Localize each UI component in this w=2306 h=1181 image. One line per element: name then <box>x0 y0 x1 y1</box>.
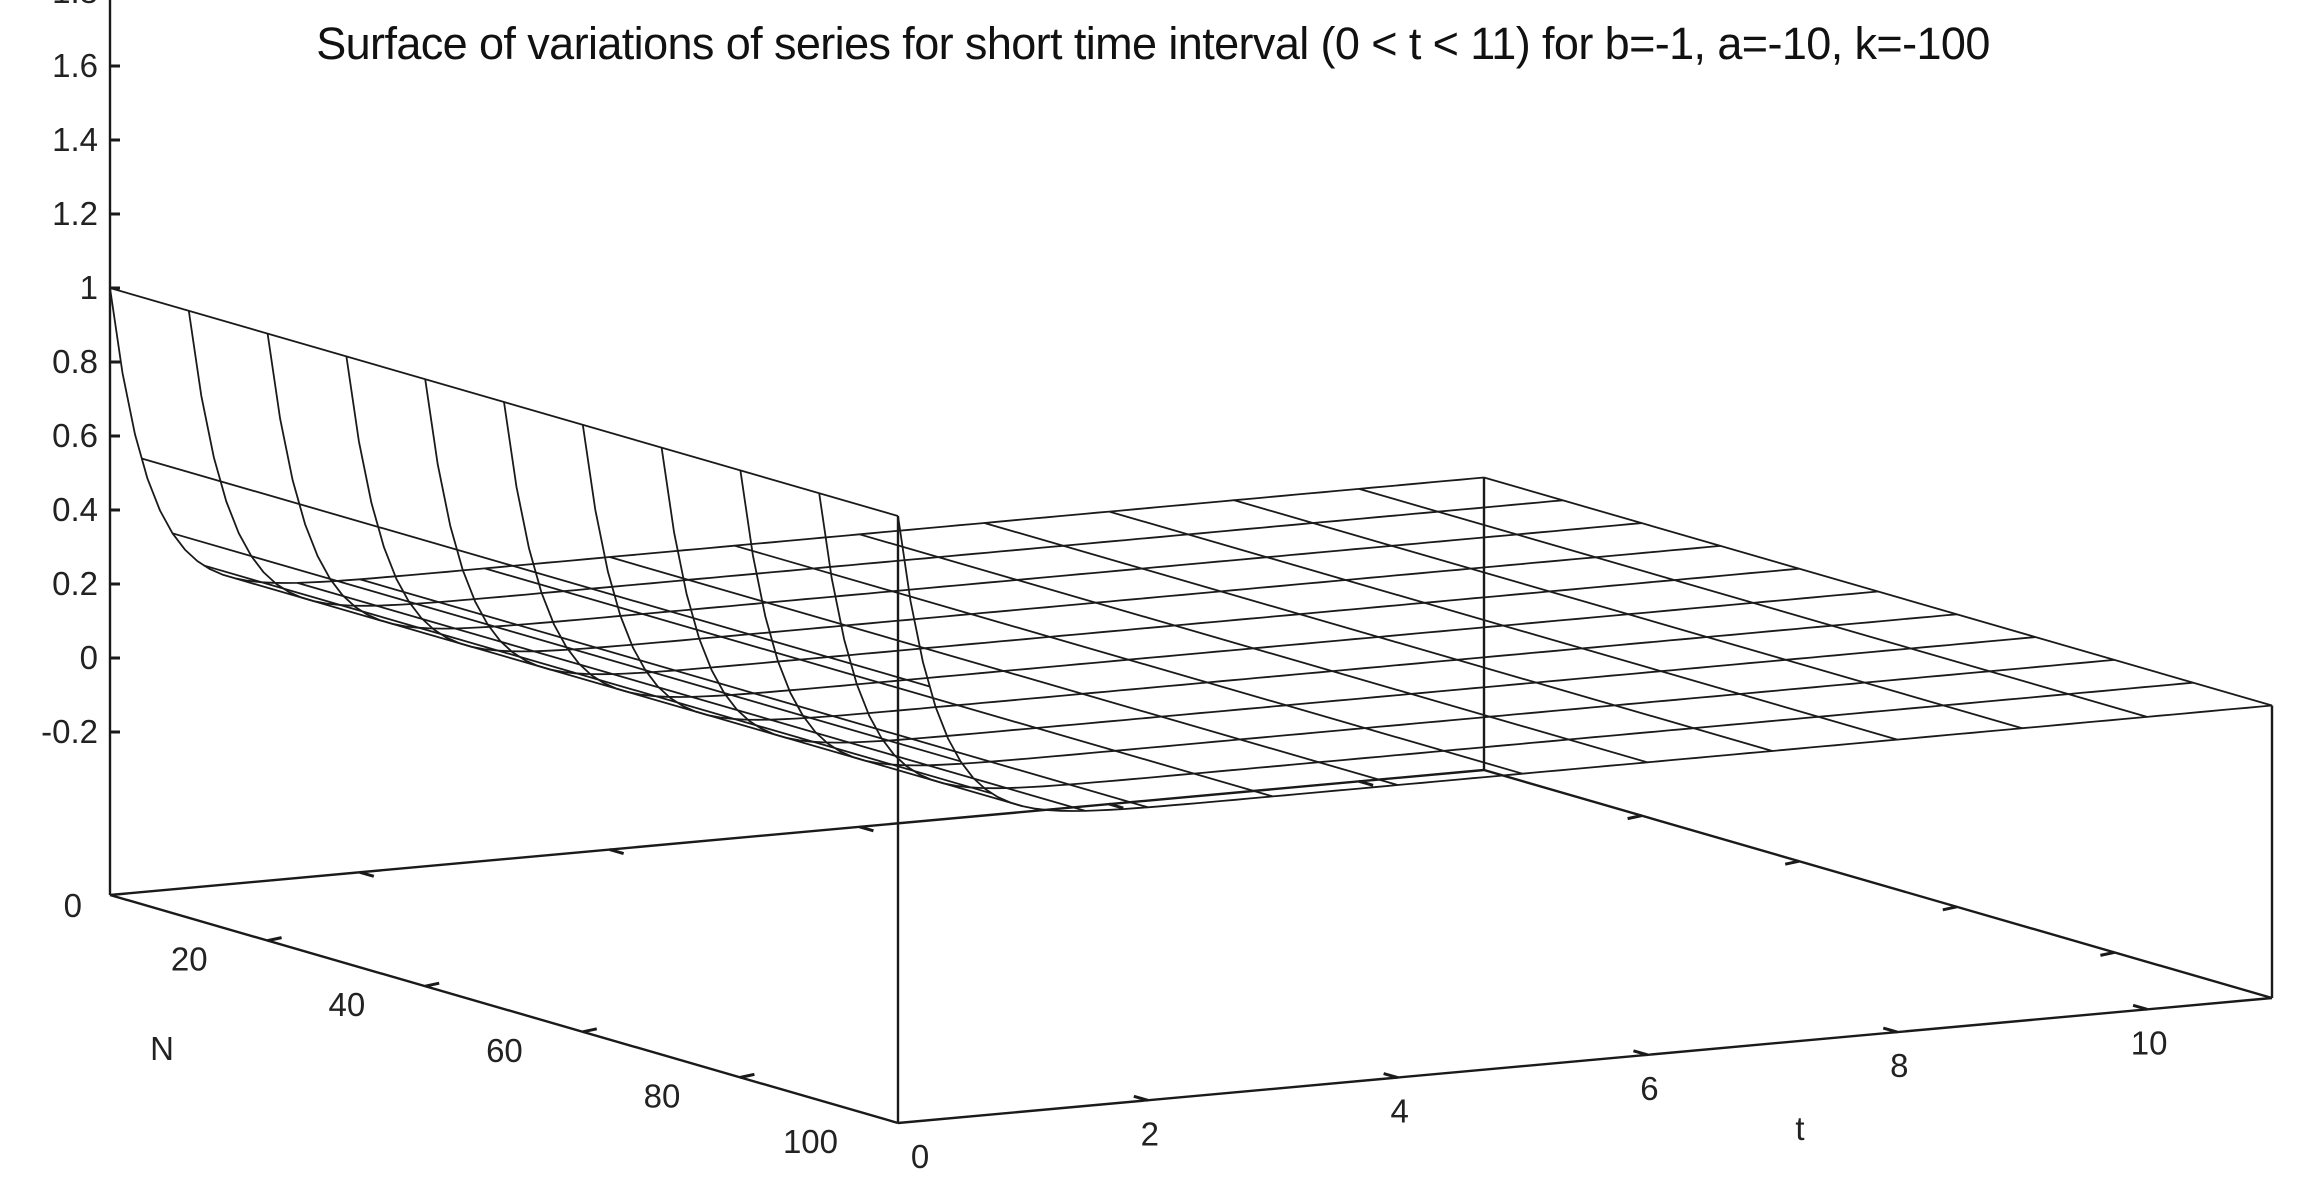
surface-line-t <box>1358 487 2148 718</box>
surface-line-t <box>109 287 899 517</box>
t-tick-mark-far <box>359 870 375 878</box>
n-tick-label: 100 <box>783 1123 838 1160</box>
z-base-label: 0 <box>64 887 82 924</box>
t-tick-mark <box>1133 1094 1149 1102</box>
frame-floor-edge-t-front <box>897 996 2273 1125</box>
t-tick-mark <box>1633 1049 1648 1057</box>
surface-line-N <box>818 493 2194 790</box>
tick-labels: 21.81.61.41.210.80.60.40.20-0.2020406080… <box>41 0 2167 1175</box>
z-tick-label: 1 <box>80 269 98 306</box>
surface-line-t <box>984 522 1773 752</box>
chart-title: Surface of variations of series for shor… <box>316 18 1990 69</box>
n-tick-label: 20 <box>171 941 208 978</box>
t-tick-label: 4 <box>1390 1093 1408 1130</box>
n-tick-mark-far <box>1784 859 1800 866</box>
z-tick-label: 0.8 <box>52 343 98 380</box>
surface-line-t <box>1109 510 1898 741</box>
n-tick-mark <box>740 1072 755 1079</box>
t-tick-mark-far <box>609 848 625 855</box>
n-tick-mark <box>582 1027 598 1034</box>
z-tick-label: 1.6 <box>52 47 98 84</box>
t-tick-mark-far <box>859 825 874 833</box>
surface-line-t <box>140 457 930 688</box>
frame-floor-edge-t-back <box>109 768 1485 897</box>
n-tick-label: 40 <box>328 986 365 1023</box>
n-tick-mark-far <box>1627 814 1642 821</box>
surface-line-t <box>297 582 1086 812</box>
surface-line-t <box>172 532 961 763</box>
surface-line-t <box>1483 476 2273 707</box>
t-tick-mark-far <box>1108 802 1124 810</box>
surface-line-N <box>739 470 2115 767</box>
t-axis-label: t <box>1795 1110 1804 1147</box>
surface-line-N <box>897 515 2273 812</box>
surface-line-t <box>859 533 1648 764</box>
surface-line-t <box>1233 499 2023 730</box>
z-tick-label: 1.4 <box>52 121 98 158</box>
t-tick-mark <box>1882 1026 1898 1034</box>
frame-floor-edge-n-back <box>1483 768 2273 1000</box>
surface-line-N <box>109 287 1485 584</box>
axes-frame <box>108 0 2274 1125</box>
n-tick-mark <box>267 936 282 943</box>
z-tick-label: 0.4 <box>52 491 98 528</box>
t-tick-mark-far <box>1358 779 1374 787</box>
n-tick-label: 80 <box>644 1077 681 1114</box>
t-tick-mark <box>1383 1072 1399 1079</box>
surface-line-t <box>234 577 1024 808</box>
z-tick-label: 1.8 <box>52 0 98 10</box>
n-tick-mark <box>424 981 440 988</box>
surface-line-t <box>359 578 1149 809</box>
surface-line-t <box>203 564 992 795</box>
surface-line-t <box>484 567 1273 798</box>
t-tick-label: 6 <box>1640 1070 1658 1107</box>
t-tick-label: 10 <box>2131 1024 2168 1061</box>
t-tick-label: 8 <box>1890 1047 1908 1084</box>
surface-line-N <box>187 310 1563 607</box>
z-tick-label: 0 <box>80 639 98 676</box>
n-tick-mark-far <box>2100 950 2115 957</box>
surface-line-t <box>734 544 1523 775</box>
frame-floor-edge-n <box>109 893 899 1125</box>
z-tick-label: 0.2 <box>52 565 98 602</box>
n-axis-label: N <box>150 1030 174 1067</box>
t-tick-label: 2 <box>1141 1115 1159 1152</box>
n-tick-label: 60 <box>486 1032 523 1069</box>
t-tick-mark <box>2132 1003 2148 1011</box>
surface-line-t <box>609 556 1398 786</box>
z-tick-label: 0.6 <box>52 417 98 454</box>
surface-mesh <box>109 287 2273 812</box>
t-tick-label: 0 <box>911 1138 929 1175</box>
n-tick-mark-far <box>1942 905 1958 912</box>
z-tick-label: -0.2 <box>41 713 98 750</box>
z-tick-label: 1.2 <box>52 195 98 232</box>
